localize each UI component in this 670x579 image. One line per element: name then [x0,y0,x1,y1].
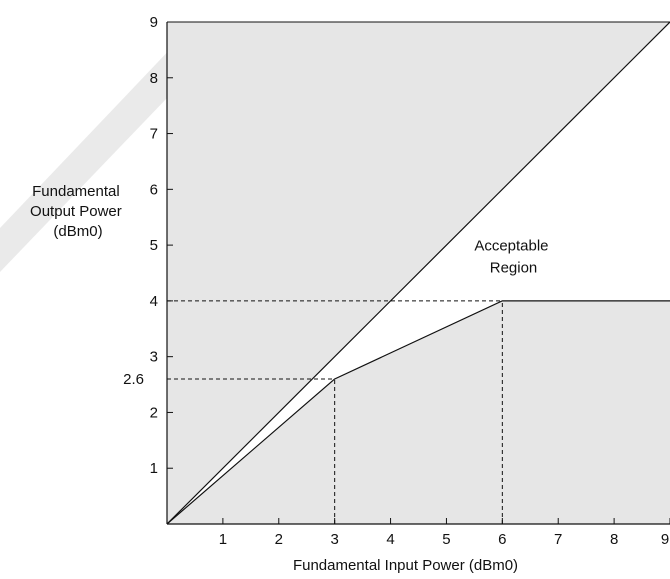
axes [166,21,670,525]
y-tick-label-2: 2 [150,404,158,421]
y-tick-label-8: 8 [150,70,158,87]
y-ticks: 1 2 3 4 5 6 7 8 9 [150,14,173,477]
y-tick-label-5: 5 [150,237,158,254]
reference-lines [167,300,503,524]
x-tick-label-2: 2 [275,531,283,548]
region-label-line-1: Acceptable [474,238,548,255]
x-tick-label-9: 9 [661,531,669,548]
y-axis-title-line-1: Fundamental [32,183,120,200]
y-tick-label-4: 4 [150,293,158,310]
acceptable-region-label: Acceptable Region [474,238,552,277]
plot-area [167,22,670,524]
x-axis-title: Fundamental Input Power (dBm0) [293,557,518,574]
y-tick-label-7: 7 [150,126,158,143]
x-tick-label-4: 4 [386,531,394,548]
y-tick-label-1: 1 [150,460,158,477]
y-tick-label-3: 3 [150,349,158,366]
y-axis-title: Fundamental Output Power (dBm0) [30,183,126,240]
series-line-2 [167,300,670,524]
x-tick-label-7: 7 [554,531,562,548]
x-tick-label-6: 6 [498,531,506,548]
x-tick-label-3: 3 [330,531,338,548]
x-ticks: 1 2 3 4 5 6 7 8 9 [219,518,670,548]
series-line-1 [167,22,670,524]
series-lines [167,22,670,524]
y-tick-label-9: 9 [150,14,158,31]
y-axis-title-line-3: (dBm0) [53,223,102,240]
region-label-line-2: Region [490,260,538,277]
x-tick-label-8: 8 [610,531,618,548]
x-tick-label-5: 5 [442,531,450,548]
y-tick-label-2-6: 2.6 [123,371,144,388]
y-axis-title-line-2: Output Power [30,203,122,220]
x-tick-label-1: 1 [219,531,227,548]
y-tick-label-6: 6 [150,181,158,198]
